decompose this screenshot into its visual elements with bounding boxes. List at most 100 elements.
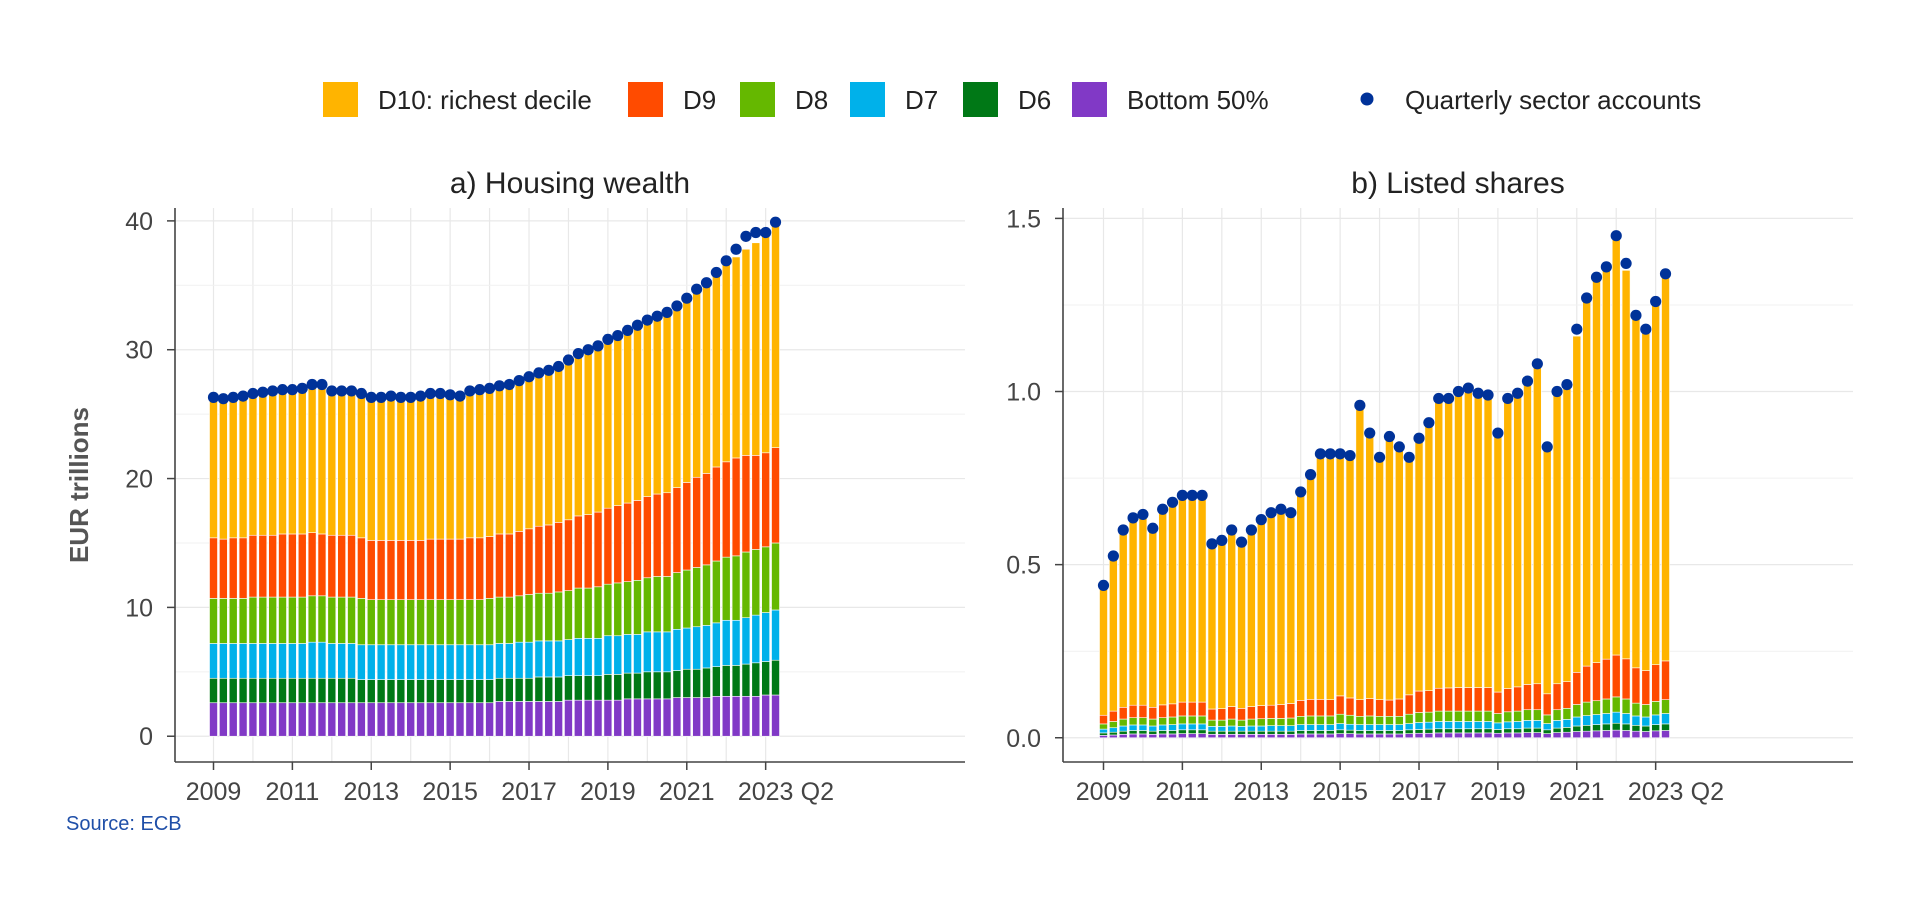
bar-segment [574, 515, 583, 589]
bar-segment [1404, 733, 1414, 739]
bar-segment [475, 389, 485, 539]
bar-segment [485, 598, 494, 646]
bar-segment [1404, 723, 1414, 731]
bar-segment [633, 698, 642, 737]
bar-segment [366, 599, 376, 646]
bar-segment [524, 594, 534, 643]
bar-segment [1572, 335, 1582, 673]
bar-segment [1582, 297, 1591, 667]
bar-segment [603, 699, 613, 737]
bar-segment [662, 698, 672, 737]
bar-segment [288, 389, 297, 535]
bar-segment [1582, 701, 1591, 716]
bar-segment [1385, 724, 1394, 731]
bar-segment [1187, 715, 1197, 725]
data-point [1117, 524, 1129, 536]
bar-segment [751, 242, 761, 456]
y-tick-label: 10 [125, 594, 153, 622]
bar-segment [702, 697, 711, 737]
bar-segment [209, 397, 218, 539]
bar-segment [297, 533, 307, 598]
bar-segment [504, 643, 514, 679]
bar-segment [1325, 724, 1335, 731]
bar-segment [1473, 710, 1483, 722]
bar-segment [1434, 401, 1444, 689]
bar-segment [593, 638, 603, 676]
bar-segment [544, 676, 554, 702]
bar-segment [1247, 730, 1256, 735]
bar-segment [603, 583, 613, 637]
bar-segment [1247, 706, 1256, 720]
bar-segment [1661, 713, 1670, 725]
data-point [1502, 392, 1514, 405]
bar-segment [514, 641, 524, 679]
bar-segment [1621, 698, 1631, 714]
bar-segment [623, 698, 632, 737]
bar-segment [258, 677, 268, 704]
data-point [237, 390, 249, 402]
bar-segment [544, 640, 554, 678]
bar-segment [712, 560, 721, 624]
bar-segment [1296, 715, 1305, 725]
bar-segment [514, 595, 524, 643]
bars [209, 221, 780, 737]
bar-segment [1473, 687, 1483, 712]
data-point [1571, 323, 1583, 335]
bar-segment [1523, 684, 1532, 711]
bar-segment [248, 643, 258, 679]
x-tick-label: 2009 [1076, 778, 1132, 806]
bar-segment [1158, 717, 1167, 726]
bar-segment [1128, 724, 1138, 731]
bar-segment [1237, 719, 1246, 727]
data-point [1226, 524, 1238, 536]
bar-segment [297, 388, 307, 535]
bar-segment [514, 701, 524, 737]
bar-segment [672, 670, 682, 698]
bar-segment [1325, 733, 1335, 739]
bar-segment [1424, 422, 1434, 691]
bar-segment [1631, 724, 1641, 732]
bar-segment [524, 528, 534, 595]
bar-segment [396, 702, 406, 737]
bar-segment [1592, 724, 1601, 732]
bar-segment [337, 596, 346, 644]
bar-segment [317, 595, 327, 643]
bar-segment [327, 702, 337, 737]
bar-segment [268, 702, 277, 737]
y-tick-label: 1.0 [1006, 379, 1041, 407]
data-point [681, 292, 693, 304]
bar-segment [1611, 235, 1621, 656]
bar-segment [258, 534, 268, 598]
bar-segment [248, 393, 258, 536]
data-point [1245, 524, 1257, 536]
bar-segment [1533, 709, 1542, 721]
bar-segment [1138, 512, 1148, 706]
data-point [1531, 358, 1543, 370]
bar-segment [613, 335, 623, 506]
bar-segment [1434, 728, 1444, 734]
bar-segment [672, 628, 682, 671]
bar-segment [1483, 732, 1493, 739]
bar-segment [1187, 729, 1197, 734]
bar-segment [623, 581, 632, 635]
bar-segment [1197, 729, 1207, 734]
bar-segment [386, 395, 396, 541]
bar-segment [1178, 715, 1187, 725]
legend-label: D7 [905, 85, 938, 115]
data-point [306, 378, 318, 391]
bar-segment [1217, 538, 1227, 709]
data-point [691, 283, 703, 295]
bar-segment [1148, 718, 1158, 727]
bar-segment [1562, 719, 1572, 728]
bar-segment [347, 390, 356, 536]
bar-segment [1444, 400, 1453, 689]
bar-segment [1266, 512, 1276, 706]
bar-segment [1493, 729, 1503, 734]
bar-segment [366, 702, 376, 737]
bar-segment [445, 702, 455, 737]
bar-segment [1355, 699, 1365, 717]
bar-segment [1404, 729, 1414, 734]
bar-segment [337, 534, 346, 598]
bar-segment [564, 639, 573, 676]
bar-segment [554, 366, 563, 523]
